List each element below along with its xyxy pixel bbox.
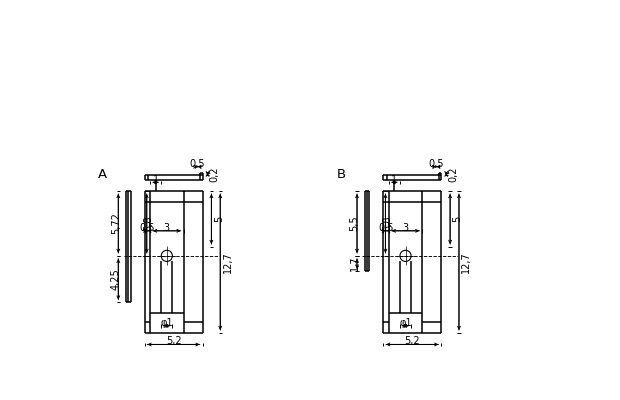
Text: 0,2: 0,2 bbox=[210, 166, 219, 182]
Text: 3: 3 bbox=[402, 223, 409, 233]
Text: 5: 5 bbox=[214, 216, 224, 222]
Text: 12,7: 12,7 bbox=[461, 251, 471, 273]
Text: 5,5: 5,5 bbox=[350, 216, 360, 231]
Text: φ1: φ1 bbox=[399, 318, 412, 328]
Text: 0,2: 0,2 bbox=[448, 166, 458, 182]
Text: 5,2: 5,2 bbox=[404, 336, 420, 346]
Text: 5: 5 bbox=[453, 216, 463, 222]
Text: 5,8: 5,8 bbox=[143, 216, 153, 231]
Text: A: A bbox=[97, 168, 107, 181]
Text: B: B bbox=[336, 168, 345, 181]
Text: 5,72: 5,72 bbox=[111, 212, 121, 234]
Text: 1,7: 1,7 bbox=[350, 256, 360, 272]
Text: 0,5: 0,5 bbox=[140, 223, 155, 233]
Text: 5,2: 5,2 bbox=[166, 336, 181, 346]
Text: 1: 1 bbox=[391, 174, 397, 184]
Text: 5,8: 5,8 bbox=[382, 216, 392, 231]
Text: 0,5: 0,5 bbox=[428, 159, 444, 169]
Text: 3: 3 bbox=[164, 223, 170, 233]
Text: 0,5: 0,5 bbox=[190, 159, 205, 169]
Text: 1: 1 bbox=[153, 174, 159, 184]
Text: 4,25: 4,25 bbox=[111, 268, 121, 290]
Text: φ1: φ1 bbox=[161, 318, 173, 328]
Text: 12,7: 12,7 bbox=[223, 251, 232, 273]
Text: 0,5: 0,5 bbox=[378, 223, 394, 233]
